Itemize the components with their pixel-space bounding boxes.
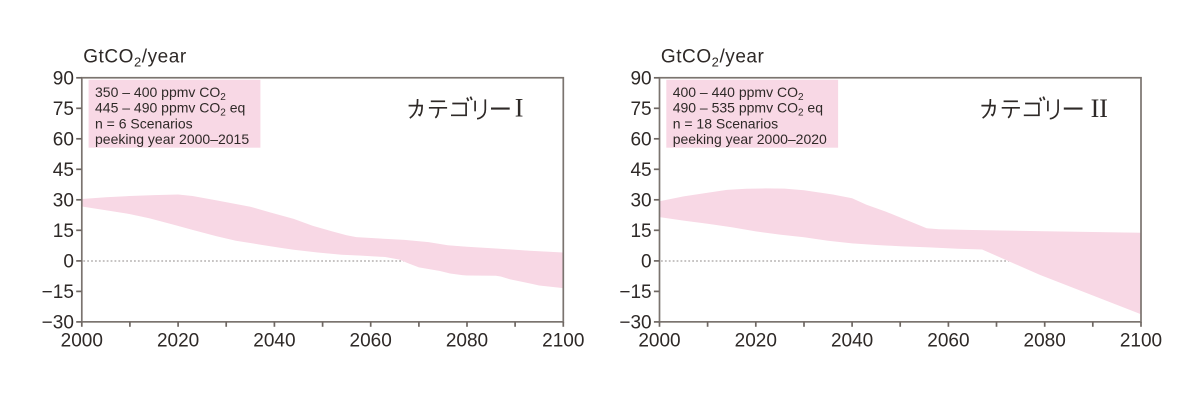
svg-text:90: 90 [53,69,74,90]
svg-text:75: 75 [630,99,651,120]
svg-text:2100: 2100 [542,331,584,352]
svg-text:60: 60 [53,130,74,151]
svg-text:90: 90 [630,69,651,90]
svg-text:−30: −30 [619,313,651,334]
svg-text:2060: 2060 [350,331,392,352]
svg-text:30: 30 [53,191,74,212]
svg-text:445 – 490 ppmv CO2 eq: 445 – 490 ppmv CO2 eq [95,100,245,119]
svg-text:peeking year 2000–2015: peeking year 2000–2015 [95,131,249,147]
svg-text:I: I [515,94,524,123]
svg-text:−30: −30 [42,313,74,334]
svg-text:2060: 2060 [927,331,969,352]
svg-text:2080: 2080 [1024,331,1066,352]
svg-text:GtCO2/year: GtCO2/year [83,47,187,70]
svg-text:350 – 400 ppmv CO2: 350 – 400 ppmv CO2 [95,84,226,103]
svg-text:2020: 2020 [735,331,777,352]
svg-text:0: 0 [63,252,74,273]
svg-text:15: 15 [53,221,74,242]
svg-text:GtCO2/year: GtCO2/year [661,47,765,70]
svg-text:490 – 535 ppmv CO2 eq: 490 – 535 ppmv CO2 eq [673,100,823,119]
svg-text:45: 45 [53,160,74,181]
svg-text:2040: 2040 [253,331,295,352]
svg-text:30: 30 [630,191,651,212]
svg-text:2040: 2040 [831,331,873,352]
svg-text:2000: 2000 [61,331,103,352]
svg-text:2100: 2100 [1120,331,1162,352]
svg-text:75: 75 [53,99,74,120]
svg-text:400 – 440 ppmv CO2: 400 – 440 ppmv CO2 [673,84,804,103]
svg-text:60: 60 [630,130,651,151]
svg-text:2000: 2000 [638,331,680,352]
svg-text:n = 18 Scenarios: n = 18 Scenarios [673,115,778,131]
svg-text:45: 45 [630,160,651,181]
svg-text:n = 6 Scenarios: n = 6 Scenarios [95,115,193,131]
svg-text:2080: 2080 [446,331,488,352]
svg-text:−15: −15 [619,282,651,303]
svg-text:II: II [1091,94,1108,123]
svg-text:2020: 2020 [157,331,199,352]
svg-text:peeking year 2000–2020: peeking year 2000–2020 [673,131,827,147]
svg-text:−15: −15 [42,282,74,303]
svg-text:0: 0 [641,252,652,273]
svg-text:15: 15 [630,221,651,242]
